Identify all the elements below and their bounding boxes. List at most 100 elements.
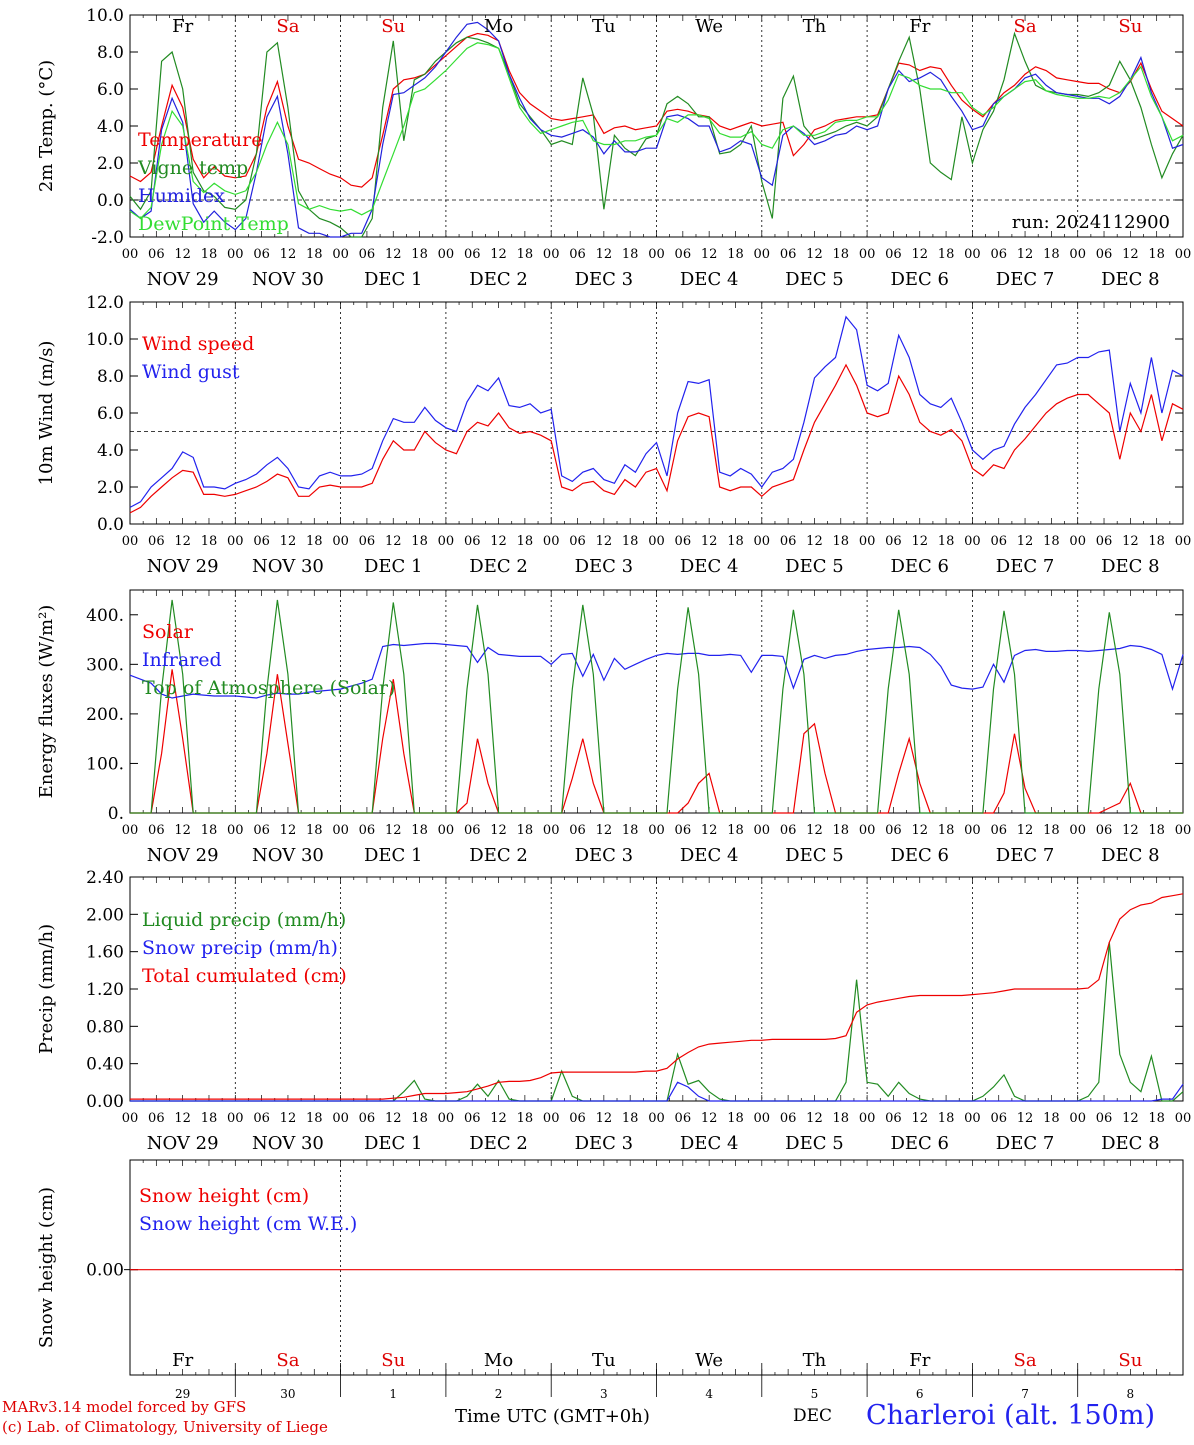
date-label: DEC 2 — [469, 269, 528, 290]
y-tick-label: 4.0 — [97, 441, 124, 461]
hour-label: 12 — [1122, 534, 1139, 549]
day-number-label: 4 — [705, 1387, 713, 1401]
hour-label: 00 — [332, 534, 349, 549]
hour-label: 06 — [148, 1111, 165, 1126]
hour-label: 18 — [938, 1111, 955, 1126]
date-label: DEC 7 — [996, 845, 1055, 866]
hour-label: 12 — [385, 1111, 402, 1126]
hour-label: 06 — [1096, 534, 1113, 549]
date-label: NOV 29 — [147, 845, 219, 866]
legend-entry: Solar — [142, 621, 194, 643]
series-line-0 — [129, 32, 1184, 188]
hour-label: 18 — [727, 1111, 744, 1126]
weekday-label: Su — [381, 16, 405, 37]
legend-entry: Snow precip (mm/h) — [142, 937, 338, 959]
hour-label: 18 — [727, 247, 744, 262]
hour-label: 00 — [859, 247, 876, 262]
hour-label: 12 — [490, 1111, 507, 1126]
date-label: DEC 8 — [1101, 845, 1160, 866]
hour-label: 06 — [990, 534, 1007, 549]
hour-label: 06 — [885, 1111, 902, 1126]
y-tick-label: 100. — [86, 754, 124, 774]
hour-label: 06 — [464, 247, 481, 262]
date-label: DEC 3 — [575, 1133, 634, 1154]
date-label: DEC 6 — [890, 556, 949, 577]
hour-label: 12 — [806, 823, 823, 838]
weekday-label: Tu — [592, 16, 616, 37]
hour-label: 18 — [727, 534, 744, 549]
hour-label: 06 — [675, 1111, 692, 1126]
hour-label: 12 — [1122, 1111, 1139, 1126]
station-title: Charleroi (alt. 150m) — [866, 1400, 1155, 1431]
hour-label: 12 — [596, 1111, 613, 1126]
weekday-label: Mo — [484, 16, 513, 37]
weekday-label: Mo — [484, 1350, 513, 1371]
hour-label: 12 — [1017, 1111, 1034, 1126]
hour-label: 12 — [280, 247, 297, 262]
series-line-3 — [129, 42, 1184, 220]
date-label: NOV 29 — [147, 1133, 219, 1154]
hour-label: 06 — [359, 1111, 376, 1126]
y-axis-title: Energy fluxes (W/m²) — [36, 605, 57, 799]
hour-label: 00 — [754, 1111, 771, 1126]
hour-label: 06 — [253, 823, 270, 838]
hour-label: 12 — [490, 823, 507, 838]
hour-label: 00 — [964, 823, 981, 838]
date-label: NOV 29 — [147, 556, 219, 577]
hour-label: 00 — [227, 823, 244, 838]
y-tick-label: 6.0 — [97, 404, 124, 424]
hour-label: 06 — [464, 534, 481, 549]
y-tick-label: 400. — [86, 606, 124, 626]
hour-label: 18 — [833, 823, 850, 838]
hour-label: 00 — [332, 823, 349, 838]
month-label: DEC — [793, 1406, 833, 1426]
hour-label: 00 — [227, 534, 244, 549]
weekday-label: Th — [803, 16, 827, 37]
hour-label: 06 — [464, 823, 481, 838]
hour-label: 00 — [438, 823, 455, 838]
hour-label: 06 — [1096, 1111, 1113, 1126]
hour-label: 18 — [938, 247, 955, 262]
panel-2: 0. 100. 200. 300. 400. Energy fluxes (W/m²) So… — [36, 589, 1191, 866]
hour-label: 18 — [1148, 823, 1165, 838]
y-tick-label: 0.80 — [86, 1017, 124, 1037]
date-label: DEC 4 — [680, 269, 739, 290]
date-label: NOV 30 — [252, 556, 324, 577]
y-tick-label: 0.00 — [86, 1092, 124, 1112]
hour-label: 18 — [517, 247, 534, 262]
hour-label: 06 — [359, 534, 376, 549]
hour-label: 06 — [885, 534, 902, 549]
hour-label: 00 — [1175, 1111, 1192, 1126]
y-tick-label: 2.40 — [86, 868, 124, 888]
hour-label: 12 — [1017, 823, 1034, 838]
date-label: DEC 3 — [575, 845, 634, 866]
y-axis-title: Snow height (cm) — [36, 1187, 57, 1348]
hour-label: 06 — [569, 247, 586, 262]
weekday-label: Fr — [172, 1350, 193, 1371]
hour-label: 06 — [990, 1111, 1007, 1126]
hour-label: 00 — [1175, 534, 1192, 549]
hour-label: 12 — [806, 1111, 823, 1126]
legend-entry: Total cumulated (cm) — [142, 965, 347, 987]
hour-label: 06 — [675, 247, 692, 262]
hour-label: 00 — [754, 823, 771, 838]
hour-label: 06 — [148, 534, 165, 549]
hour-label: 18 — [411, 1111, 428, 1126]
hour-label: 00 — [1069, 823, 1086, 838]
hour-label: 12 — [701, 247, 718, 262]
hour-label: 00 — [122, 247, 139, 262]
y-tick-label: 300. — [86, 655, 124, 675]
date-label: NOV 30 — [252, 845, 324, 866]
hour-label: 00 — [438, 1111, 455, 1126]
hour-label: 00 — [648, 247, 665, 262]
date-label: DEC 8 — [1101, 269, 1160, 290]
hour-label: 18 — [622, 823, 639, 838]
hour-label: 06 — [675, 823, 692, 838]
date-label: DEC 5 — [785, 845, 844, 866]
hour-label: 18 — [306, 534, 323, 549]
day-number-label: 7 — [1021, 1387, 1029, 1401]
weekday-label: Fr — [909, 16, 930, 37]
date-label: DEC 1 — [364, 845, 423, 866]
